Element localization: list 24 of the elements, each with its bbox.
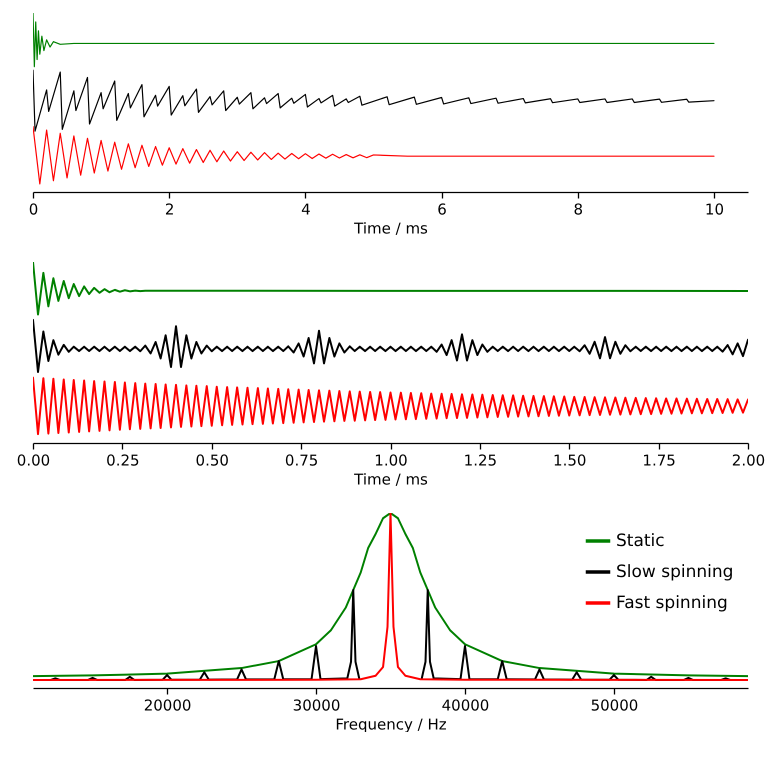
x-tick-label: 50000 xyxy=(590,696,638,714)
legend-label: Slow spinning xyxy=(616,562,734,582)
x-tick-label: 2.00 xyxy=(732,452,766,470)
x-tick-label: 0.75 xyxy=(284,452,318,470)
legend-label: Static xyxy=(616,531,665,551)
x-tick-label: 0 xyxy=(28,200,38,218)
x-tick-label: 20000 xyxy=(144,696,192,714)
x-axis-title: Time / ms xyxy=(353,220,428,238)
x-tick-label: 0.50 xyxy=(196,452,229,470)
x-tick-label: 8 xyxy=(573,200,584,218)
x-tick-label: 4 xyxy=(301,200,311,218)
x-tick-label: 10 xyxy=(704,200,724,218)
x-tick-label: 30000 xyxy=(292,696,340,714)
x-tick-label: 6 xyxy=(437,200,447,218)
x-tick-label: 2 xyxy=(164,200,174,218)
x-tick-label: 40000 xyxy=(442,696,490,714)
x-tick-label: 1.75 xyxy=(642,452,676,470)
x-tick-label: 1.50 xyxy=(553,452,586,470)
legend-label: Fast spinning xyxy=(616,593,728,613)
x-axis-title: Time / ms xyxy=(353,470,428,488)
x-tick-label: 1.00 xyxy=(374,452,408,470)
x-tick-label: 0.25 xyxy=(106,452,140,470)
x-tick-label: 0.00 xyxy=(16,452,50,470)
x-tick-label: 1.25 xyxy=(464,452,498,470)
